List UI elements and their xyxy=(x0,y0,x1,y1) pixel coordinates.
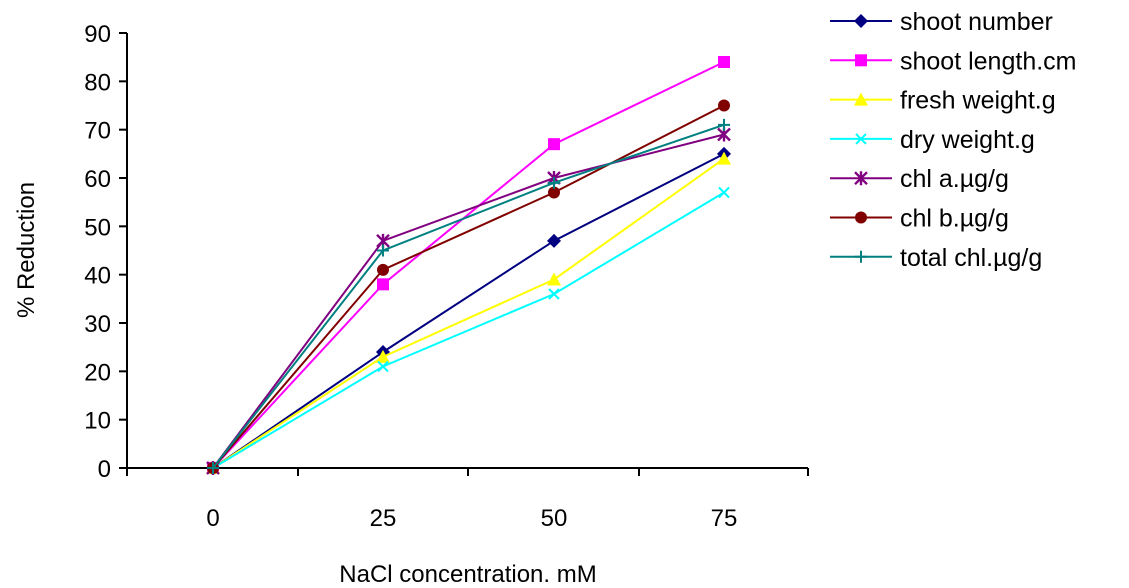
legend-marker xyxy=(854,14,868,28)
series-line xyxy=(212,191,725,469)
legend-marker xyxy=(855,54,867,67)
data-point xyxy=(548,138,560,151)
y-tick-label: 80 xyxy=(84,69,111,96)
data-point xyxy=(717,151,731,165)
legend-label: chl a.µg/g xyxy=(900,165,1009,193)
plot-area: 0 10 20 30 40 50 60 70 80 90 0 25 50 75 xyxy=(84,21,809,532)
data-point xyxy=(377,360,389,373)
legend-item: chl b.µg/g xyxy=(830,205,1009,233)
legend-item: shoot length.cm xyxy=(830,47,1077,75)
y-tick-label: 30 xyxy=(84,311,111,338)
legend: shoot number shoot length.cm fresh weight.… xyxy=(830,8,1077,272)
y-tick-label: 90 xyxy=(84,21,111,48)
y-tick-label: 0 xyxy=(98,456,111,483)
data-point xyxy=(377,263,389,276)
series-6 xyxy=(207,118,730,474)
data-point xyxy=(547,233,561,248)
series-line xyxy=(212,123,725,469)
y-tick-label: 20 xyxy=(84,359,111,386)
y-tick-label: 10 xyxy=(84,408,111,435)
legend-marker xyxy=(855,211,867,224)
x-ticks: 0 25 50 75 xyxy=(126,468,809,532)
legend-marker xyxy=(855,133,867,145)
data-point xyxy=(718,186,730,199)
x-tick-label: 25 xyxy=(370,505,397,532)
y-ticks: 0 10 20 30 40 50 60 70 80 90 xyxy=(84,21,127,483)
legend-marker xyxy=(854,92,868,106)
data-point xyxy=(547,272,561,286)
y-tick-label: 50 xyxy=(84,214,111,241)
series-line xyxy=(212,133,725,469)
series-line xyxy=(212,61,725,469)
legend-label: dry weight.g xyxy=(900,126,1035,154)
data-point xyxy=(718,118,730,131)
legend-label: fresh weight.g xyxy=(900,87,1056,115)
legend-item: dry weight.g xyxy=(830,126,1035,154)
y-axis-title: % Reduction xyxy=(13,182,40,318)
legend-marker xyxy=(855,250,867,263)
series-5 xyxy=(207,99,730,474)
series-line xyxy=(212,157,725,469)
data-point xyxy=(718,56,730,68)
legend-label: total chl.µg/g xyxy=(900,244,1042,272)
y-tick-label: 60 xyxy=(84,166,111,193)
legend-item: chl a.µg/g xyxy=(830,165,1009,193)
data-point xyxy=(207,462,219,474)
data-point xyxy=(376,349,390,363)
x-axis-title: NaCl concentration. mM xyxy=(339,561,596,588)
y-tick-label: 70 xyxy=(84,118,111,145)
series-4 xyxy=(206,127,731,475)
legend-marker xyxy=(854,171,868,186)
series-line xyxy=(212,104,725,469)
x-tick-label: 0 xyxy=(206,505,219,532)
data-point xyxy=(377,278,389,291)
series-line xyxy=(212,152,725,469)
data-point xyxy=(548,288,560,300)
series-1 xyxy=(207,56,730,474)
legend-item: fresh weight.g xyxy=(830,87,1056,115)
y-tick-label: 40 xyxy=(84,263,111,290)
series-group xyxy=(206,56,731,475)
data-point xyxy=(377,244,389,257)
legend-item: total chl.µg/g xyxy=(830,244,1042,272)
x-tick-label: 50 xyxy=(541,505,568,532)
data-point xyxy=(718,99,730,112)
data-point xyxy=(548,186,560,199)
data-point xyxy=(548,176,560,189)
legend-item: shoot number xyxy=(830,8,1053,36)
x-tick-label: 75 xyxy=(711,505,738,532)
legend-label: chl b.µg/g xyxy=(900,205,1009,233)
legend-label: shoot number xyxy=(900,8,1053,36)
legend-label: shoot length.cm xyxy=(900,47,1077,75)
